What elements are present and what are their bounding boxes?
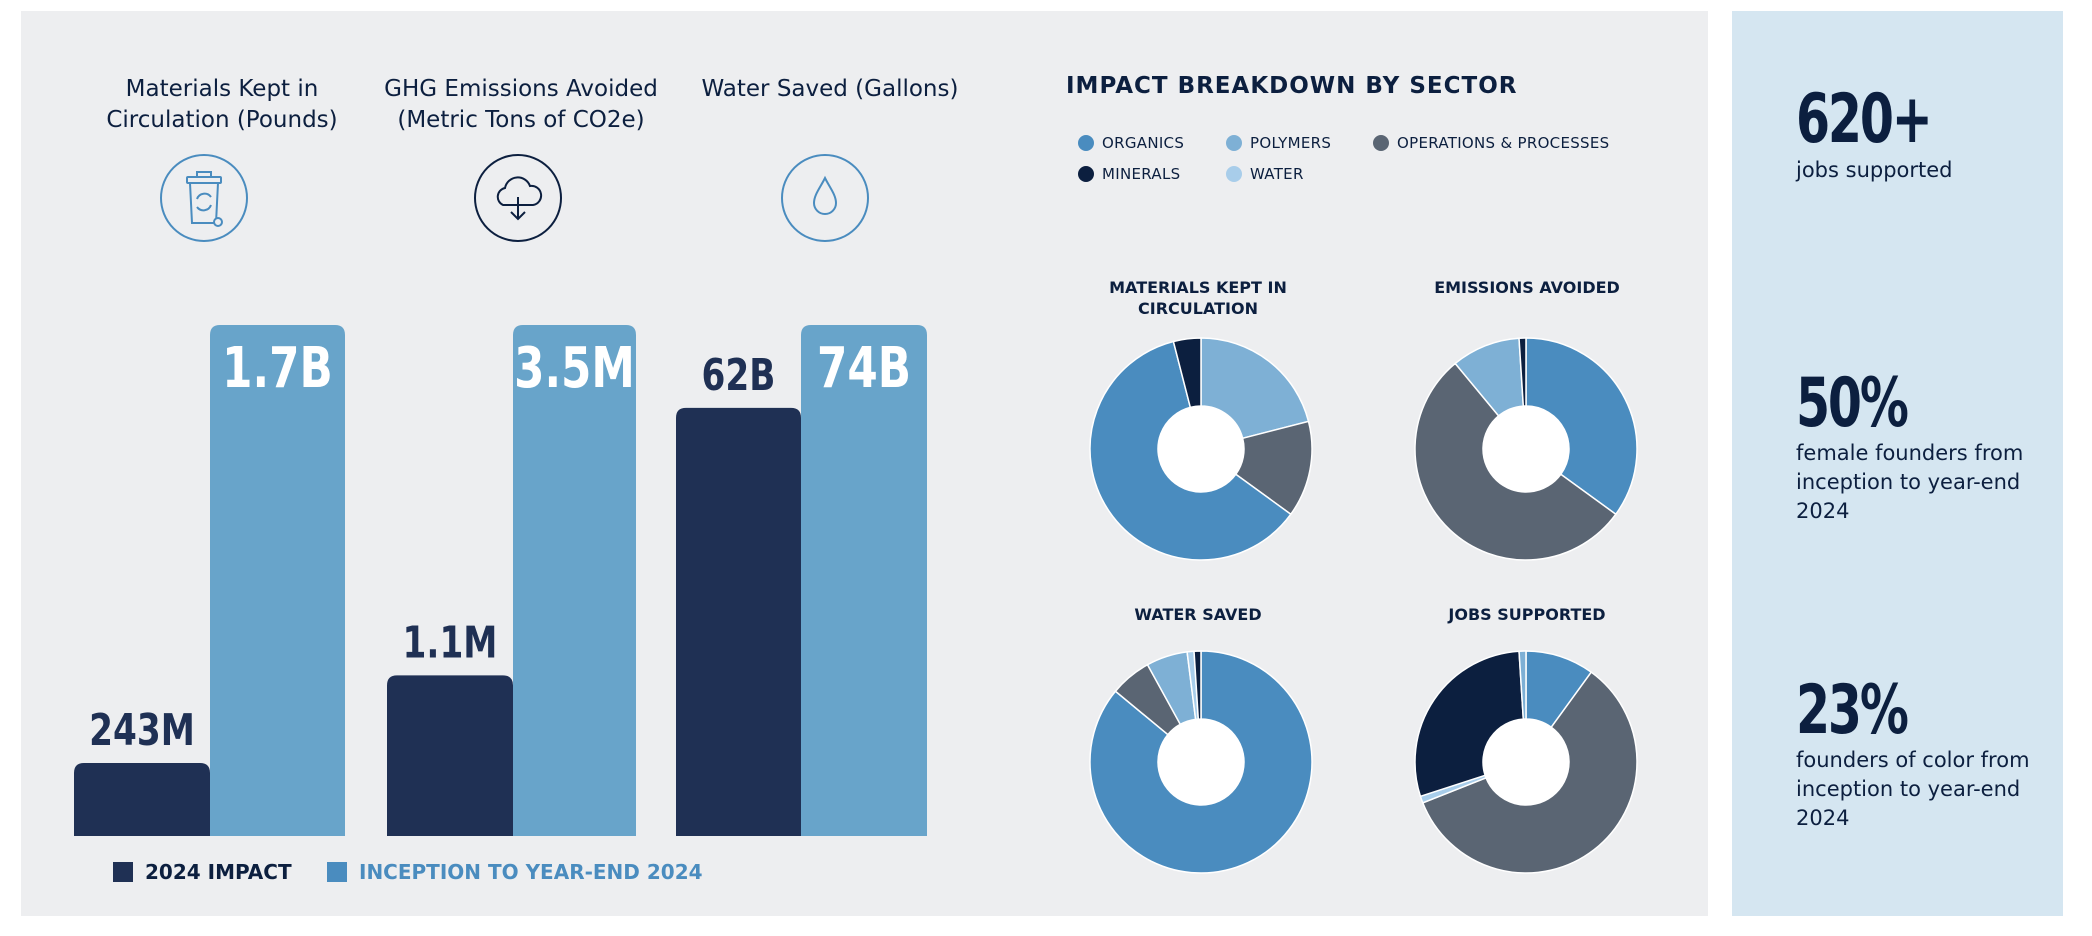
- donut-title-materials: MATERIALS KEPT IN CIRCULATION: [1109, 278, 1287, 318]
- legend-dot: [1078, 135, 1094, 151]
- legend-label: ORGANICS: [1102, 134, 1185, 152]
- bar-label-inception-water: 74B: [817, 335, 911, 401]
- sector-legend-polymers: POLYMERS: [1226, 134, 1331, 152]
- stat-value-female-founders: 50%: [1796, 364, 1909, 443]
- stat-label-jobs: jobs supported: [1796, 158, 1953, 182]
- sector-legend-organics: ORGANICS: [1078, 134, 1184, 152]
- legend-dot: [1373, 135, 1389, 151]
- sector-donut-charts: [1089, 337, 1638, 874]
- bar-inception-water: [801, 325, 927, 836]
- bar-label-2024-water: 62B: [702, 350, 776, 401]
- recycle-bin-icon: [160, 154, 248, 242]
- stat-value-jobs: 620+: [1796, 80, 1933, 159]
- bar-2024-materials: [74, 762, 210, 836]
- bar-2024-water: [676, 407, 801, 836]
- sector-legend-water: WATER: [1226, 165, 1304, 183]
- sector-legend-operations: OPERATIONS & PROCESSES: [1373, 134, 1609, 152]
- donut-hole-jobs: [1483, 719, 1569, 805]
- metric-title-emissions: GHG Emissions Avoided (Metric Tons of CO…: [384, 76, 658, 133]
- legend-label: WATER: [1250, 165, 1304, 183]
- metric-title-water: Water Saved (Gallons): [701, 76, 959, 102]
- stats-panel: [1732, 11, 2063, 916]
- sector-breakdown-title: IMPACT BREAKDOWN BY SECTOR: [1066, 73, 1518, 99]
- donut-title-jobs: JOBS SUPPORTED: [1448, 605, 1606, 624]
- legend-label: MINERALS: [1102, 165, 1181, 183]
- metric-title-materials: Materials Kept in Circulation (Pounds): [106, 76, 338, 133]
- legend-label-inception: INCEPTION TO YEAR-END 2024: [359, 860, 703, 884]
- legend-item-inception: INCEPTION TO YEAR-END 2024: [327, 860, 703, 884]
- stat-label-female-founders: female founders from inception to year-e…: [1796, 441, 2024, 523]
- sector-legend-minerals: MINERALS: [1078, 165, 1180, 183]
- donut-hole-emissions: [1483, 406, 1569, 492]
- donut-title-water: WATER SAVED: [1134, 605, 1262, 624]
- donut-hole-materials: [1158, 406, 1244, 492]
- cloud-download-icon: [474, 154, 562, 242]
- legend-swatch-2024: [113, 862, 133, 882]
- legend-label-2024: 2024 IMPACT: [145, 860, 292, 884]
- bar-2024-emissions: [387, 675, 513, 836]
- legend-label: POLYMERS: [1250, 134, 1332, 152]
- bar-inception-emissions: [513, 325, 636, 836]
- donut-hole-water: [1158, 719, 1244, 805]
- impact-bar-chart: 1.7B 243M 3.5M 1.1M 74B 62B: [74, 325, 927, 836]
- legend-dot: [1226, 166, 1242, 182]
- donut-title-emissions: EMISSIONS AVOIDED: [1434, 278, 1620, 297]
- legend-item-2024: 2024 IMPACT: [113, 860, 292, 884]
- stat-label-founders-of-color: founders of color from inception to year…: [1796, 748, 2030, 830]
- bar-inception-materials: [210, 325, 345, 836]
- legend-dot: [1078, 166, 1094, 182]
- legend-dot: [1226, 135, 1242, 151]
- stat-value-founders-of-color: 23%: [1796, 671, 1909, 750]
- water-drop-icon: [781, 154, 869, 242]
- bar-label-2024-materials: 243M: [89, 705, 195, 756]
- bar-label-2024-emissions: 1.1M: [403, 617, 498, 668]
- legend-label: OPERATIONS & PROCESSES: [1397, 134, 1610, 152]
- legend-swatch-inception: [327, 862, 347, 882]
- bar-label-inception-materials: 1.7B: [222, 335, 333, 401]
- bar-label-inception-emissions: 3.5M: [514, 335, 635, 401]
